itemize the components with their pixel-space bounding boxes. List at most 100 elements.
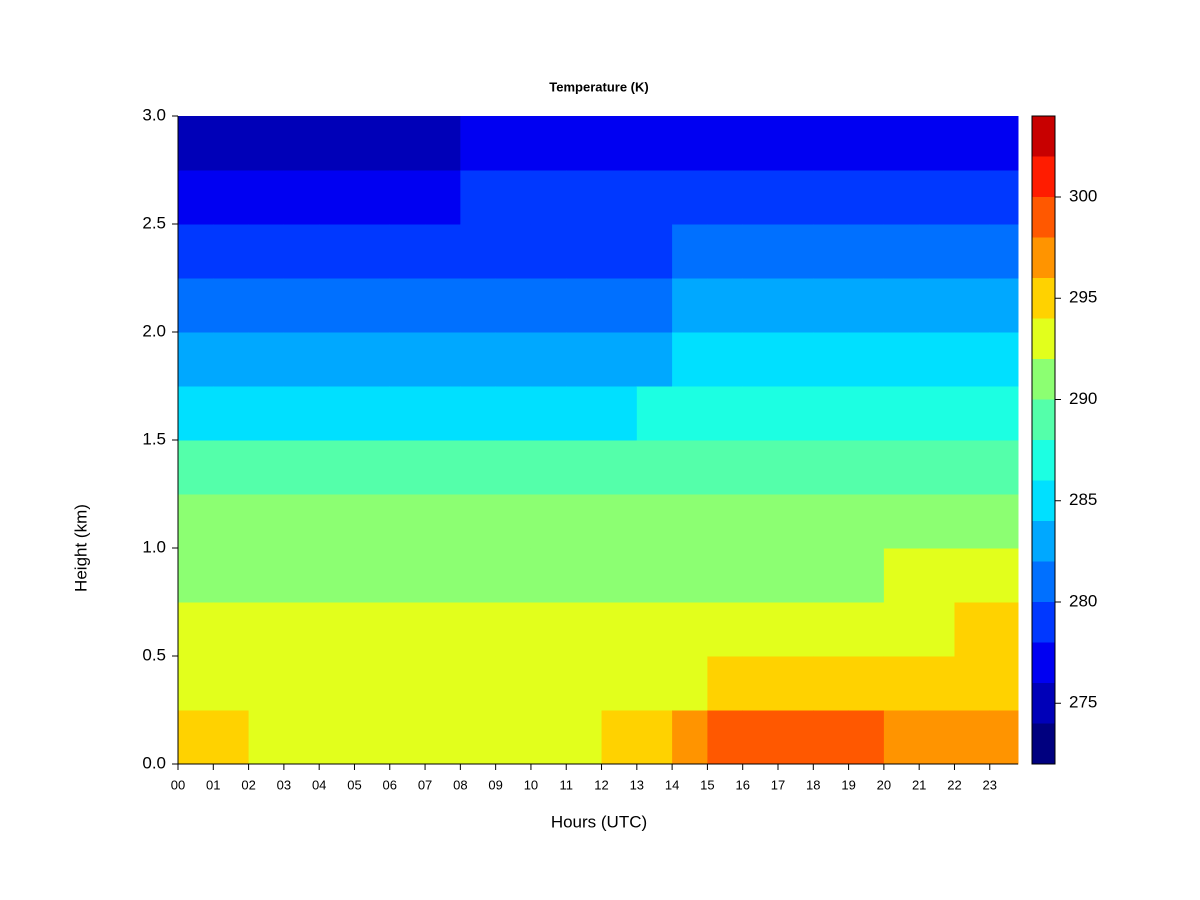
heat-cell xyxy=(566,710,603,765)
heat-cell xyxy=(601,386,638,441)
heat-cell xyxy=(530,116,567,171)
heat-cell xyxy=(636,656,673,711)
heat-cell xyxy=(566,494,603,549)
heat-cell xyxy=(248,710,285,765)
heat-cell xyxy=(460,332,497,387)
x-tick-label: 18 xyxy=(806,777,820,792)
heat-cell xyxy=(848,116,885,171)
colorbar-tick-label: 290 xyxy=(1069,389,1097,408)
heat-cell xyxy=(919,170,955,225)
heat-cell xyxy=(460,710,497,765)
heat-cell xyxy=(883,332,920,387)
x-tick-label: 20 xyxy=(877,777,891,792)
heat-cell xyxy=(283,116,320,171)
heat-cell xyxy=(989,224,1019,279)
heat-cell xyxy=(425,116,461,171)
heat-cell xyxy=(601,332,638,387)
heat-cell xyxy=(742,494,779,549)
heat-cell xyxy=(213,440,250,495)
heat-cell xyxy=(636,386,673,441)
heat-cell xyxy=(319,116,355,171)
colorbar-band xyxy=(1032,561,1055,602)
heat-cell xyxy=(354,332,391,387)
heat-cell xyxy=(530,710,567,765)
colorbar-band xyxy=(1032,156,1055,197)
heat-cell xyxy=(707,224,744,279)
heat-cell xyxy=(954,656,991,711)
heat-cell xyxy=(425,278,461,333)
heat-cell xyxy=(319,386,355,441)
heat-cell xyxy=(425,548,461,603)
heat-cell xyxy=(848,710,885,765)
heat-cell xyxy=(354,602,391,657)
heat-cell xyxy=(248,224,285,279)
heat-cell xyxy=(742,548,779,603)
heat-cell xyxy=(495,548,532,603)
x-tick-label: 12 xyxy=(594,777,608,792)
heat-cell xyxy=(354,710,391,765)
heat-cell xyxy=(460,224,497,279)
heat-cell xyxy=(425,710,461,765)
heat-cell xyxy=(742,710,779,765)
colorbar-tick-label: 280 xyxy=(1069,591,1097,610)
heat-cell xyxy=(566,656,603,711)
heat-cell xyxy=(919,386,955,441)
heat-cell xyxy=(919,332,955,387)
heat-cell xyxy=(778,602,814,657)
heat-cell xyxy=(178,170,214,225)
heat-cell xyxy=(883,494,920,549)
heat-cell xyxy=(742,440,779,495)
heat-cell xyxy=(178,278,214,333)
y-tick-label: 2.5 xyxy=(142,213,166,232)
heat-cell xyxy=(530,440,567,495)
heat-cell xyxy=(919,656,955,711)
heat-cell xyxy=(672,170,708,225)
heat-cell xyxy=(989,656,1019,711)
heat-cell xyxy=(319,494,355,549)
heat-cell xyxy=(178,548,214,603)
heat-cell xyxy=(813,332,850,387)
heat-cell xyxy=(495,278,532,333)
heat-cell xyxy=(389,494,426,549)
y-tick-label: 0.5 xyxy=(142,645,166,664)
heat-cell xyxy=(636,440,673,495)
colorbar-band xyxy=(1032,237,1055,278)
heat-cell xyxy=(813,440,850,495)
heat-cell xyxy=(883,656,920,711)
heat-cell xyxy=(213,278,250,333)
heat-cell xyxy=(813,494,850,549)
x-tick-label: 02 xyxy=(241,777,255,792)
heat-cell xyxy=(319,548,355,603)
heat-cell xyxy=(954,494,991,549)
heat-cell xyxy=(813,278,850,333)
heat-cell xyxy=(389,710,426,765)
heat-cell xyxy=(213,332,250,387)
heat-cell xyxy=(566,332,603,387)
heat-cell xyxy=(460,656,497,711)
heat-cell xyxy=(178,116,214,171)
heat-cell xyxy=(989,548,1019,603)
heat-cell xyxy=(460,116,497,171)
heat-cell xyxy=(989,602,1019,657)
heat-cell xyxy=(813,710,850,765)
x-tick-label: 10 xyxy=(524,777,538,792)
heat-cell xyxy=(389,656,426,711)
heat-cell xyxy=(778,332,814,387)
heat-cell xyxy=(601,170,638,225)
heat-cell xyxy=(848,602,885,657)
heat-cell xyxy=(954,386,991,441)
heat-cell xyxy=(672,386,708,441)
heat-cell xyxy=(495,224,532,279)
heat-cell xyxy=(707,332,744,387)
x-tick-label: 13 xyxy=(630,777,644,792)
heat-cell xyxy=(530,656,567,711)
heat-cell xyxy=(213,170,250,225)
x-tick-label: 22 xyxy=(947,777,961,792)
heat-cell xyxy=(707,116,744,171)
heat-cell xyxy=(178,440,214,495)
heat-cell xyxy=(319,440,355,495)
heat-cell xyxy=(319,332,355,387)
heat-cell xyxy=(848,440,885,495)
heat-cell xyxy=(848,656,885,711)
colorbar-band xyxy=(1032,318,1055,359)
